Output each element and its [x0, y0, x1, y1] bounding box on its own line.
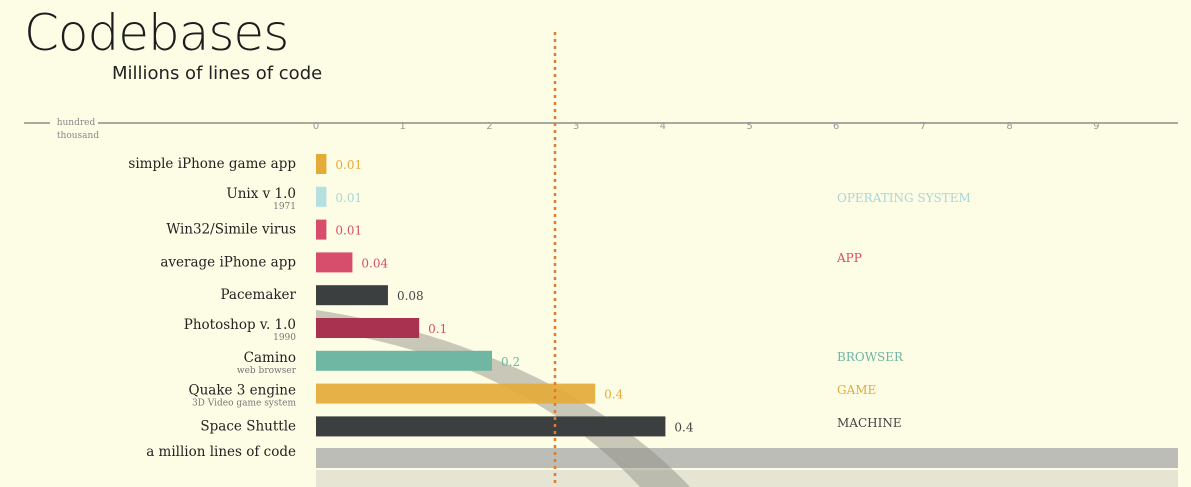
bar — [316, 350, 493, 371]
legend-label: MACHINE — [837, 416, 902, 430]
million-row-label: a million lines of code — [146, 444, 296, 460]
x-tick-label: 6 — [833, 121, 839, 132]
x-tick-label: 1 — [400, 121, 406, 132]
legend-label: BROWSER — [837, 350, 904, 364]
chart-subtitle: Millions of lines of code — [112, 63, 323, 84]
bar-category-label: Photoshop v. 1.0 — [184, 317, 296, 333]
bar — [316, 219, 327, 240]
bar — [316, 318, 420, 338]
bar — [316, 252, 353, 273]
million-band — [316, 448, 1178, 487]
legend-label: OPERATING SYSTEM — [837, 191, 971, 205]
bar — [316, 285, 388, 306]
bar — [316, 416, 666, 437]
bar-sublabel: 1990 — [273, 333, 296, 343]
x-tick-label: 0 — [313, 121, 319, 132]
bar-value-label: 0.01 — [335, 224, 362, 238]
x-tick-label: 7 — [920, 121, 926, 132]
bar-category-label: Win32/Simile virus — [166, 222, 296, 238]
bar-value-label: 0.01 — [335, 191, 362, 205]
x-tick-label: 2 — [486, 121, 492, 132]
bar-value-label: 0.1 — [428, 322, 447, 336]
bar-sublabel: web browser — [237, 366, 297, 376]
chart-title: Codebases — [24, 4, 289, 62]
x-tick-label: 3 — [573, 121, 579, 132]
bar-value-label: 0.4 — [604, 388, 623, 402]
bar-category-label: Camino — [244, 350, 296, 366]
legend-label: APP — [836, 251, 862, 265]
bar-category-label: Unix v 1.0 — [226, 186, 296, 202]
legend-label: GAME — [837, 383, 876, 397]
bar-category-label: average iPhone app — [160, 254, 296, 270]
bar-value-label: 0.08 — [397, 289, 424, 303]
arc-swoosh — [316, 310, 690, 487]
bar-value-label: 0.04 — [361, 256, 388, 270]
x-tick-label: 8 — [1006, 121, 1012, 132]
x-tick-label: 5 — [746, 121, 752, 132]
bar-value-label: 0.2 — [501, 355, 520, 369]
bar-sublabel: 1971 — [273, 202, 296, 212]
bar-value-label: 0.4 — [674, 420, 693, 434]
x-tick-label: 9 — [1093, 121, 1099, 132]
axis-note-line1: hundred — [57, 118, 96, 128]
bar-category-label: simple iPhone game app — [128, 156, 296, 172]
bar — [316, 383, 596, 404]
bar-category-label: Space Shuttle — [200, 418, 296, 434]
x-tick-label: 4 — [660, 121, 666, 132]
bar-category-label: Pacemaker — [220, 287, 296, 303]
bar-value-label: 0.01 — [335, 158, 362, 172]
axis-note-line2: thousand — [57, 131, 99, 141]
bar — [316, 186, 327, 207]
bar-sublabel: 3D Video game system — [192, 399, 297, 409]
bar-category-label: Quake 3 engine — [189, 383, 296, 399]
bar — [316, 154, 327, 174]
